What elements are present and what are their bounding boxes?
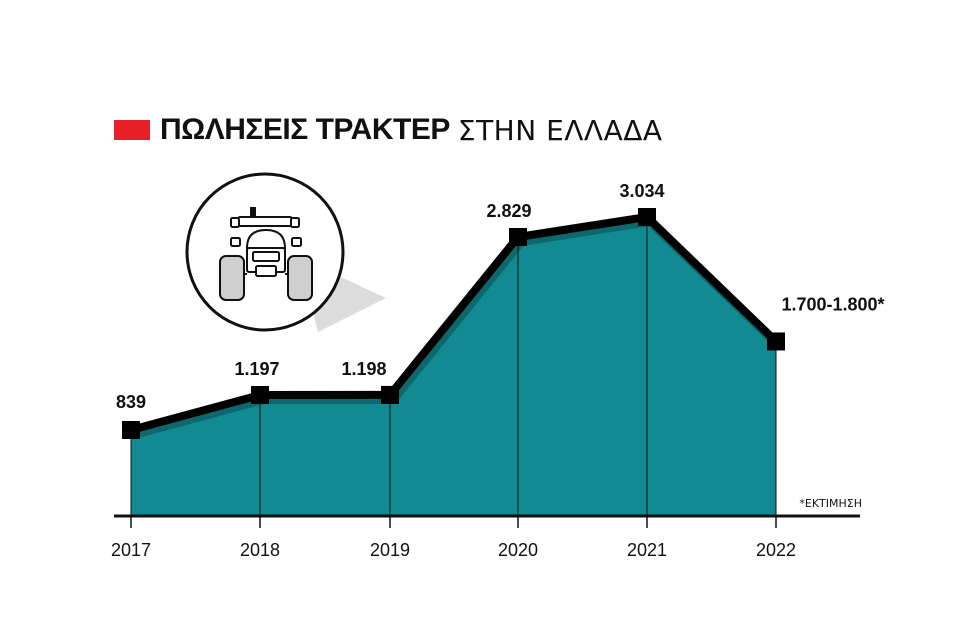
x-tick-label-2020: 2020 [498,540,538,560]
markers [122,208,785,439]
x-tick-label-2017: 2017 [111,540,151,560]
series-line [129,213,779,434]
marker-2022 [767,332,785,351]
value-label-2018: 1.197 [234,359,279,379]
x-tick-label-2018: 2018 [240,540,280,560]
series-area [131,217,776,516]
value-label-2017: 839 [116,392,146,412]
marker-2018 [251,386,269,404]
marker-2021 [638,208,656,226]
title-swatch [114,120,150,140]
title-bold: ΠΩΛΗΣΕΙΣ ΤΡΑΚΤΕΡ [160,113,450,146]
value-label-2022: 1.700-1.800* [781,294,884,314]
chart-title: ΠΩΛΗΣΕΙΣ ΤΡΑΚΤΕΡ ΣΤΗΝ ΕΛΛΑΔΑ [114,112,663,148]
x-ticks [130,516,777,528]
value-labels: 839 1.197 1.198 2.829 3.034 1.700-1.800* [116,181,885,412]
value-label-2019: 1.198 [341,359,386,379]
x-tick-label-2021: 2021 [627,540,667,560]
value-label-2021: 3.034 [619,181,664,201]
title-light: ΣΤΗΝ ΕΛΛΑΔΑ [457,113,663,147]
value-label-2020: 2.829 [486,201,531,221]
x-tick-label-2019: 2019 [370,540,410,560]
marker-2019 [381,385,399,404]
line-layer [129,213,783,439]
x-tick-labels: 2017 2018 2019 2020 2021 2022 [111,540,796,560]
x-tick-label-2022: 2022 [756,540,796,560]
marker-2020 [509,228,527,246]
area-layer [131,217,776,516]
tractor-icon [185,172,386,332]
footnote: *ΕΚΤΙΜΗΣΗ [799,497,862,510]
marker-2017 [122,421,140,439]
drop-lines [130,217,777,516]
